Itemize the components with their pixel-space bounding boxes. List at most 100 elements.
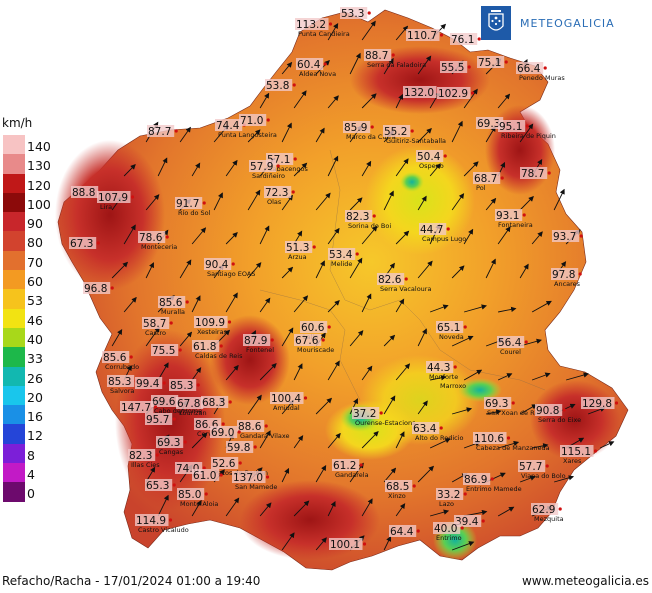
station[interactable]: 85.3 <box>169 379 200 392</box>
footer-url[interactable]: www.meteogalicia.es <box>521 574 649 588</box>
station-name: Amiudal <box>273 404 300 412</box>
station[interactable]: 99.4 <box>135 377 166 390</box>
station[interactable]: 132.0 <box>403 86 441 99</box>
station[interactable]: 39.4 <box>454 515 485 528</box>
wind-arrow <box>361 20 376 41</box>
station[interactable]: 87.7 <box>147 125 178 138</box>
station[interactable]: 100.1 <box>329 538 367 551</box>
wind-arrow <box>191 367 202 381</box>
wind-arrow <box>531 372 551 381</box>
station[interactable]: 78.7 <box>520 167 551 180</box>
station[interactable]: 71.0 <box>239 114 270 127</box>
station[interactable]: 68.3 <box>201 396 232 409</box>
station[interactable]: 61.0 <box>192 469 223 482</box>
station[interactable]: Marroxo <box>440 382 466 390</box>
legend-swatch <box>3 212 25 232</box>
station[interactable]: 110.7 <box>406 29 444 42</box>
station[interactable]: 64.4 <box>389 525 420 538</box>
station-dot <box>410 129 414 133</box>
wind-arrow <box>111 329 123 347</box>
station[interactable]: 69.3 <box>476 117 507 130</box>
station-name: Mezquita <box>534 515 564 523</box>
station[interactable]: 88.8 <box>71 186 102 199</box>
station[interactable]: 95.7 <box>145 413 176 426</box>
station[interactable]: 129.8 <box>581 397 619 410</box>
legend-step: 70 <box>0 250 62 271</box>
station[interactable]: 76.1 <box>450 33 481 46</box>
station[interactable]: 59.8 <box>226 441 257 454</box>
station[interactable]: 147.7 <box>120 401 158 414</box>
station-name: Marroxo <box>440 382 466 390</box>
wind-arrow <box>361 293 372 313</box>
station[interactable]: 96.8 <box>83 282 114 295</box>
station[interactable]: 53.8 <box>265 79 296 92</box>
station[interactable]: 93.7 <box>552 230 583 243</box>
station[interactable]: 55.5 <box>440 61 471 74</box>
legend-step: 20 <box>0 385 62 406</box>
station[interactable]: 67.3 <box>69 237 100 250</box>
station[interactable]: 53.3 <box>340 7 371 20</box>
station[interactable]: 69.0 <box>210 426 241 439</box>
wind-arrow <box>451 120 463 143</box>
station[interactable]: 65.3 <box>145 479 176 492</box>
station[interactable]: 75.1 <box>477 56 508 69</box>
station[interactable]: 102.9 <box>437 87 475 100</box>
wind-arrow <box>157 494 169 517</box>
station[interactable]: 75.5 <box>151 344 182 357</box>
